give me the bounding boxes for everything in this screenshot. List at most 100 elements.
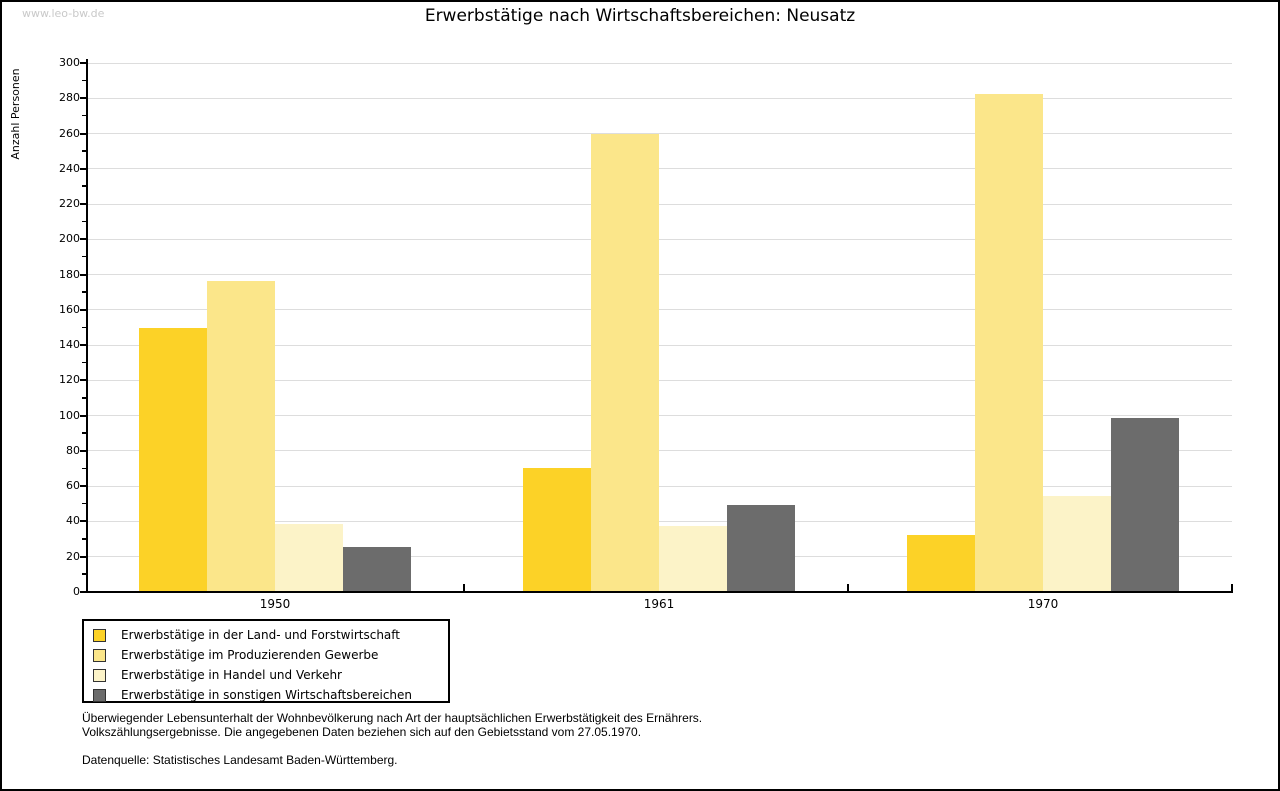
y-axis-tick (80, 167, 86, 170)
x-axis-line (86, 591, 1233, 593)
gridline (87, 133, 1232, 135)
y-tick-label: 0 (73, 585, 80, 598)
x-axis-tick (463, 584, 465, 592)
y-axis-minor-tick (82, 502, 86, 505)
y-axis-tick (80, 485, 86, 488)
y-tick-label: 160 (59, 302, 80, 316)
x-tick-label: 1950 (259, 597, 291, 611)
y-axis-tick (80, 591, 86, 593)
legend-label: Erwerbstätige im Produzierenden Gewerbe (121, 648, 379, 662)
y-axis-minor-tick (82, 326, 86, 328)
y-axis-minor-tick (82, 397, 86, 399)
bar (1111, 418, 1179, 591)
bar (343, 546, 411, 591)
gridline (87, 485, 1232, 487)
y-axis-tick (80, 520, 86, 523)
gridline (87, 450, 1232, 452)
y-axis-tick (80, 238, 86, 241)
bar (275, 523, 343, 591)
bar (975, 93, 1043, 591)
y-axis-tick (80, 379, 86, 382)
legend-item: Erwerbstätige in Handel und Verkehr (84, 665, 448, 685)
legend-label: Erwerbstätige in sonstigen Wirtschaftsbe… (121, 688, 413, 702)
y-tick-label: 240 (59, 161, 80, 175)
legend-label: Erwerbstätige in der Land- und Forstwirt… (121, 628, 400, 642)
bar (139, 328, 207, 591)
gridline (87, 238, 1232, 240)
data-source-note: Datenquelle: Statistisches Landesamt Bad… (82, 753, 398, 767)
y-axis-tick (80, 132, 86, 135)
x-axis-tick (1231, 584, 1233, 592)
y-axis-line (86, 59, 88, 592)
y-axis-tick (80, 203, 86, 206)
footnote-line-2: Volkszählungsergebnisse. Die angegebenen… (82, 725, 642, 739)
bar (591, 134, 659, 591)
gridline (87, 168, 1232, 170)
legend-swatch-handel-verkehr (93, 668, 106, 682)
y-tick-label: 40 (66, 514, 80, 528)
y-axis-minor-tick (82, 150, 86, 152)
y-tick-label: 20 (66, 549, 80, 563)
y-tick-label: 80 (66, 443, 80, 457)
gridline (87, 309, 1232, 311)
y-tick-label: 200 (59, 232, 80, 246)
y-axis-tick (80, 62, 86, 64)
y-axis-tick (80, 414, 86, 417)
y-axis-tick (80, 308, 86, 311)
y-axis-tick (80, 273, 86, 276)
y-axis-minor-tick (82, 185, 86, 187)
y-axis-minor-tick (82, 573, 86, 575)
gridline (87, 415, 1232, 417)
y-tick-label: 180 (59, 267, 80, 281)
watermark-text: www.leo-bw.de (22, 7, 105, 20)
gridline (87, 274, 1232, 276)
legend-swatch-sonstige-wirtschaftsbereiche (93, 688, 106, 702)
y-axis-minor-tick (82, 291, 86, 293)
y-axis-minor-tick (82, 538, 86, 540)
y-axis-minor-tick (82, 114, 86, 117)
gridline (87, 97, 1232, 99)
bar (907, 534, 975, 591)
gridline (87, 62, 1232, 64)
x-axis-tick (847, 584, 849, 592)
y-axis-minor-tick (82, 220, 86, 223)
bar (659, 525, 727, 591)
legend-item: Erwerbstätige in sonstigen Wirtschaftsbe… (84, 685, 448, 705)
y-tick-label: 260 (59, 126, 80, 140)
legend-swatch-produzierendes-gewerbe (93, 648, 106, 662)
footnote-line-1: Überwiegender Lebensunterhalt der Wohnbe… (82, 711, 703, 725)
y-axis-minor-tick (82, 255, 86, 258)
legend-label: Erwerbstätige in Handel und Verkehr (121, 668, 342, 682)
bar (1043, 495, 1111, 591)
gridline (87, 379, 1232, 381)
legend-swatch-land-forstwirtschaft (93, 628, 106, 642)
y-axis-tick (80, 97, 86, 100)
gridline (87, 520, 1232, 522)
y-tick-label: 60 (66, 479, 80, 493)
y-tick-label: 140 (59, 338, 80, 352)
legend-item: Erwerbstätige in der Land- und Forstwirt… (84, 625, 448, 645)
y-tick-label: 100 (59, 408, 80, 422)
y-axis-title: Anzahl Personen (9, 68, 22, 160)
x-tick-label: 1970 (1027, 597, 1059, 611)
x-tick-label: 1961 (643, 597, 675, 611)
y-axis-tick (80, 344, 86, 347)
gridline (87, 344, 1232, 346)
y-axis-minor-tick (82, 432, 86, 434)
y-axis-tick (80, 449, 86, 452)
gridline (87, 203, 1232, 205)
bar (207, 280, 275, 591)
legend-item: Erwerbstätige im Produzierenden Gewerbe (84, 645, 448, 665)
bar (523, 467, 591, 591)
y-tick-label: 220 (59, 197, 80, 211)
y-axis-minor-tick (82, 79, 86, 82)
y-axis-minor-tick (82, 467, 86, 470)
y-axis-tick (80, 555, 86, 558)
legend: Erwerbstätige in der Land- und Forstwirt… (82, 619, 450, 703)
page-title: Erwerbstätige nach Wirtschaftsbereichen:… (424, 6, 856, 26)
bar (727, 504, 795, 591)
y-tick-label: 300 (59, 56, 80, 69)
y-axis-minor-tick (82, 361, 86, 364)
y-tick-label: 280 (59, 91, 80, 105)
